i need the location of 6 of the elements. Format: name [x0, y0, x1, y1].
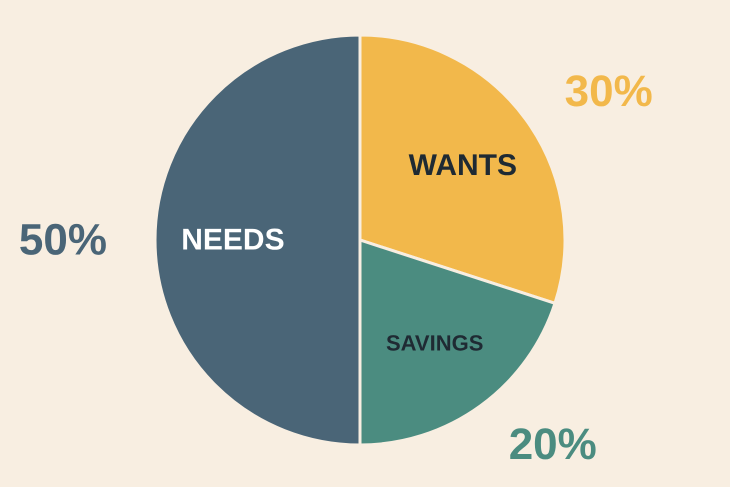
slice-label: WANTS: [408, 148, 517, 182]
slice-label: SAVINGS: [386, 330, 484, 356]
data-label: 30%: [564, 66, 653, 116]
data-label: 20%: [508, 420, 597, 470]
data-label: 50%: [18, 216, 107, 264]
slice-label: NEEDS: [181, 224, 285, 256]
